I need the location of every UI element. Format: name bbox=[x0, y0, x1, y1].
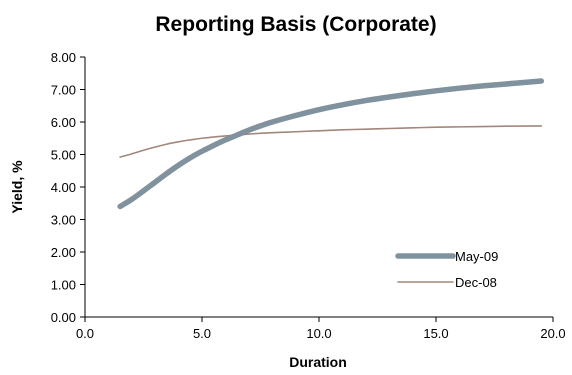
legend: May-09 Dec-08 bbox=[395, 249, 498, 290]
plot-area: 0.00 1.00 2.00 3.00 4.00 5.00 6.00 7.00 8.00 0.0 5… bbox=[51, 50, 566, 341]
x-axis-title: Duration bbox=[289, 354, 347, 370]
legend-label-dec-08: Dec-08 bbox=[455, 275, 497, 290]
x-tick-label: 0.0 bbox=[76, 326, 94, 341]
y-tick-label: 5.00 bbox=[51, 148, 76, 163]
series-line-dec-08 bbox=[119, 125, 543, 158]
y-tick-label: 0.00 bbox=[51, 310, 76, 325]
x-tick-label: 5.0 bbox=[193, 326, 211, 341]
y-tick-label: 3.00 bbox=[51, 213, 76, 228]
x-tick-label: 15.0 bbox=[423, 326, 448, 341]
x-tick-label: 10.0 bbox=[306, 326, 331, 341]
y-tick-label: 6.00 bbox=[51, 115, 76, 130]
y-tick-label: 4.00 bbox=[51, 180, 76, 195]
y-tick-label: 1.00 bbox=[51, 278, 76, 293]
y-axis-title: Yield, % bbox=[9, 160, 25, 214]
y-tick-label: 2.00 bbox=[51, 245, 76, 260]
y-tick-label: 8.00 bbox=[51, 50, 76, 65]
chart-title: Reporting Basis (Corporate) bbox=[155, 13, 436, 36]
series-line-may-09 bbox=[117, 78, 545, 210]
x-tick-label: 20.0 bbox=[540, 326, 565, 341]
y-tick-label: 7.00 bbox=[51, 83, 76, 98]
legend-label-may-09: May-09 bbox=[455, 249, 498, 264]
